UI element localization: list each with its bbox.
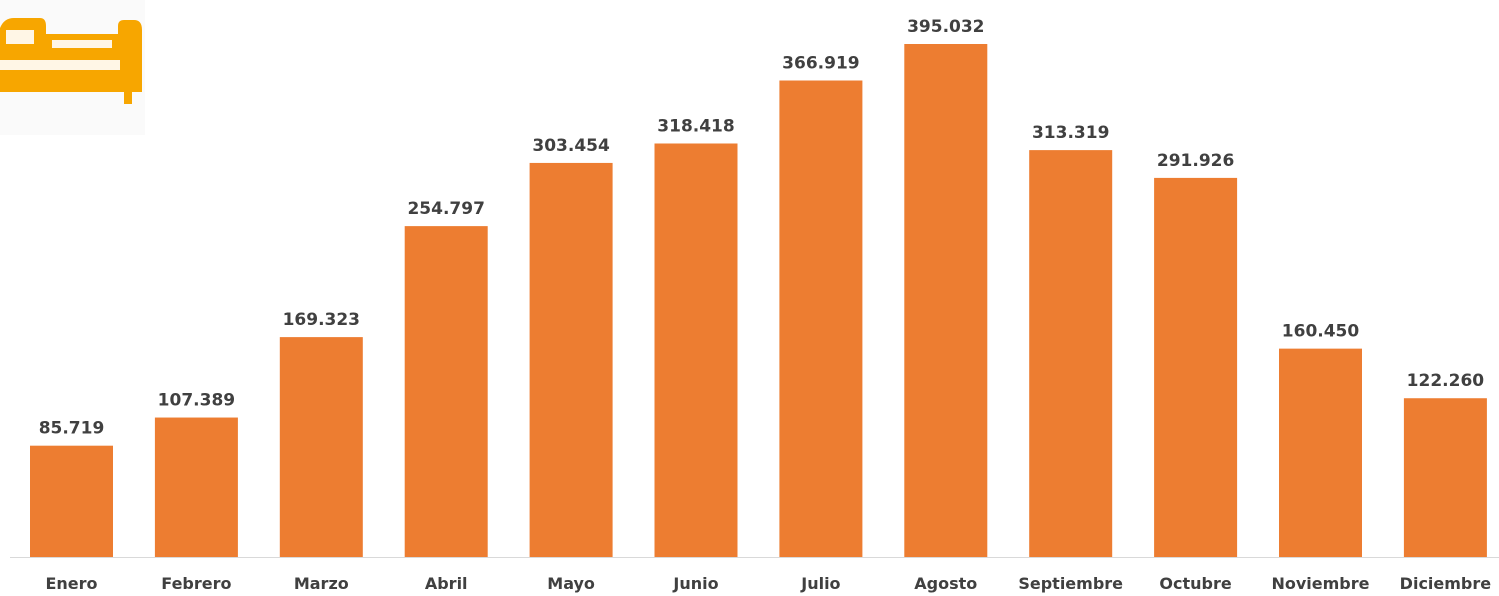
value-label: 122.260 bbox=[1407, 371, 1485, 391]
bar bbox=[279, 337, 363, 557]
bar bbox=[654, 143, 738, 557]
x-tick-label: Febrero bbox=[161, 574, 231, 593]
value-label: 169.323 bbox=[283, 310, 360, 330]
x-tick-label: Septiembre bbox=[1018, 574, 1123, 593]
bar bbox=[1029, 150, 1113, 557]
value-label: 303.454 bbox=[532, 136, 610, 156]
x-tick-label: Enero bbox=[45, 574, 97, 593]
bar bbox=[529, 162, 613, 557]
bar bbox=[904, 44, 988, 557]
bar bbox=[1154, 177, 1238, 558]
x-tick-label: Mayo bbox=[547, 574, 595, 593]
bar bbox=[1403, 398, 1487, 557]
value-label: 160.450 bbox=[1282, 322, 1360, 342]
bar bbox=[154, 417, 238, 557]
x-tick-label: Marzo bbox=[294, 574, 349, 593]
bar bbox=[404, 226, 488, 558]
value-label: 254.797 bbox=[407, 199, 484, 219]
value-label: 313.319 bbox=[1032, 123, 1109, 143]
bar bbox=[1279, 348, 1362, 557]
value-label: 85.719 bbox=[39, 419, 105, 439]
value-label: 318.418 bbox=[657, 116, 734, 136]
x-tick-label: Julio bbox=[800, 574, 840, 593]
value-label: 366.919 bbox=[782, 54, 859, 74]
x-tick-label: Diciembre bbox=[1400, 574, 1492, 593]
bar bbox=[30, 445, 113, 557]
x-tick-label: Agosto bbox=[914, 574, 977, 593]
value-label: 291.926 bbox=[1157, 151, 1234, 171]
x-tick-label: Octubre bbox=[1159, 574, 1231, 593]
x-tick-label: Junio bbox=[672, 574, 718, 593]
sofa-icon bbox=[0, 0, 145, 135]
x-tick-label: Abril bbox=[425, 574, 468, 593]
value-label: 395.032 bbox=[907, 17, 984, 37]
value-label: 107.389 bbox=[158, 391, 235, 411]
bar bbox=[779, 80, 863, 557]
x-tick-label: Noviembre bbox=[1271, 574, 1369, 593]
